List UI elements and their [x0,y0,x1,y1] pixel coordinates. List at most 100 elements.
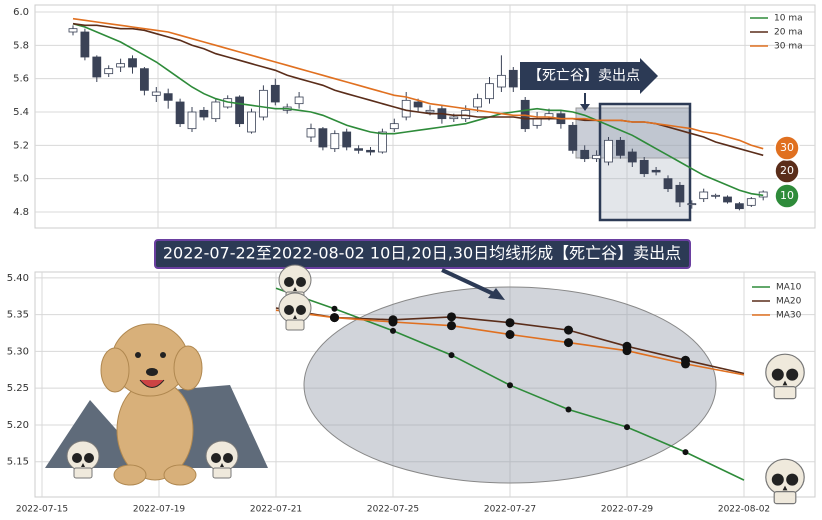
point [330,313,339,323]
badge [774,183,800,209]
candle-body [639,159,649,175]
skull-eye [72,453,82,463]
candle-body [235,96,245,125]
candle-body [175,101,185,125]
skull-eye [211,453,221,463]
y-tick-label: 5.2 [13,140,29,151]
point [447,312,456,322]
line-series [72,17,764,150]
skull-eye [786,473,799,486]
point [331,305,338,312]
skull-nose [81,463,85,467]
dog-eye [160,352,166,358]
skull-eye [296,277,306,287]
point [564,325,573,335]
skull [278,292,312,331]
legend-label: MA20 [776,297,802,307]
badge-label: 30 [780,141,794,154]
point [388,317,398,327]
y-tick-label: 5.0 [13,174,29,185]
skull [205,440,239,479]
candle-body [735,203,744,210]
dog-ear [100,347,130,393]
y-tick-label: 5.20 [7,420,29,431]
point [564,338,573,348]
point [447,321,456,331]
y-tick-label: 5.4 [13,107,29,118]
x-tick-label: 2022-07-25 [367,505,419,515]
dog-nose [146,368,158,376]
pointer [580,104,590,111]
legend-label: 20 ma [774,28,803,38]
x-tick-label: 2022-07-15 [16,505,68,515]
x-tick-label: 2022-07-27 [484,505,536,515]
banner-text: 2022-07-22至2022-08-02 10日,20日,30日均线形成【死亡… [163,244,681,263]
skull-jaw [73,467,93,479]
candle-body [496,74,506,88]
candle-body [294,96,304,105]
line-series [72,22,764,197]
highlight-box [575,107,691,159]
y-tick-label: 5.40 [7,273,29,284]
point [682,449,689,456]
point [390,327,396,334]
skull-nose [782,380,788,386]
candle-body [485,83,494,100]
pointer [488,288,505,300]
legend-label: MA30 [776,311,802,321]
candle-body [68,28,78,33]
skull-eye [84,453,94,463]
skull [66,440,100,479]
candle-body [532,118,542,126]
banner [154,239,691,269]
candle-body [270,84,280,103]
candle-body [508,69,518,88]
candle-body [366,149,375,153]
skull-eye [771,473,784,486]
candle-body [413,101,423,108]
candle-body [389,123,399,130]
candle-body [425,109,435,113]
candle-body [80,31,90,58]
candle-body [163,93,173,101]
candle-body [151,91,161,96]
y-tick-label: 5.25 [7,383,29,394]
candle-body [473,98,483,108]
candle-body [104,68,114,75]
badge-label: 10 [780,189,794,202]
candle-body [592,154,601,160]
candle-body [687,203,697,206]
y-tick-label: 6.0 [13,7,29,18]
point [448,352,455,359]
skull-jaw [285,319,305,331]
candle-body [199,109,209,118]
dog-paw [163,464,197,486]
skull-jaw [773,386,797,400]
data: 10 ma 10 20 ma 20 30 ma 30 MA10 MA20 MA30 [68,14,803,481]
candle-body [568,124,578,151]
candle-body [616,139,625,156]
candle-body [651,169,661,173]
skull-nose [293,287,297,291]
candle-body [627,151,637,163]
candle-body [258,89,268,118]
candle-body [247,111,256,133]
legend-label: MA10 [776,283,802,293]
y-tick-label: 5.30 [7,346,29,357]
skull-jaw [212,467,232,479]
y-tick-label: 5.35 [7,310,29,321]
point [565,406,572,413]
point [624,424,630,431]
candle-body [377,131,387,153]
point [622,346,632,356]
dog [100,323,203,486]
legend-label: 10 ma [774,14,803,24]
badge [774,135,800,161]
y-tick-label: 5.15 [7,457,29,468]
candle-body [723,196,732,203]
decorations: 【死亡谷】卖出点 2022-07-22至2022-08-02 10日,20日,3… [66,58,805,505]
candle-body [699,191,709,200]
candle-body [342,131,352,148]
dog-eye [135,352,141,358]
